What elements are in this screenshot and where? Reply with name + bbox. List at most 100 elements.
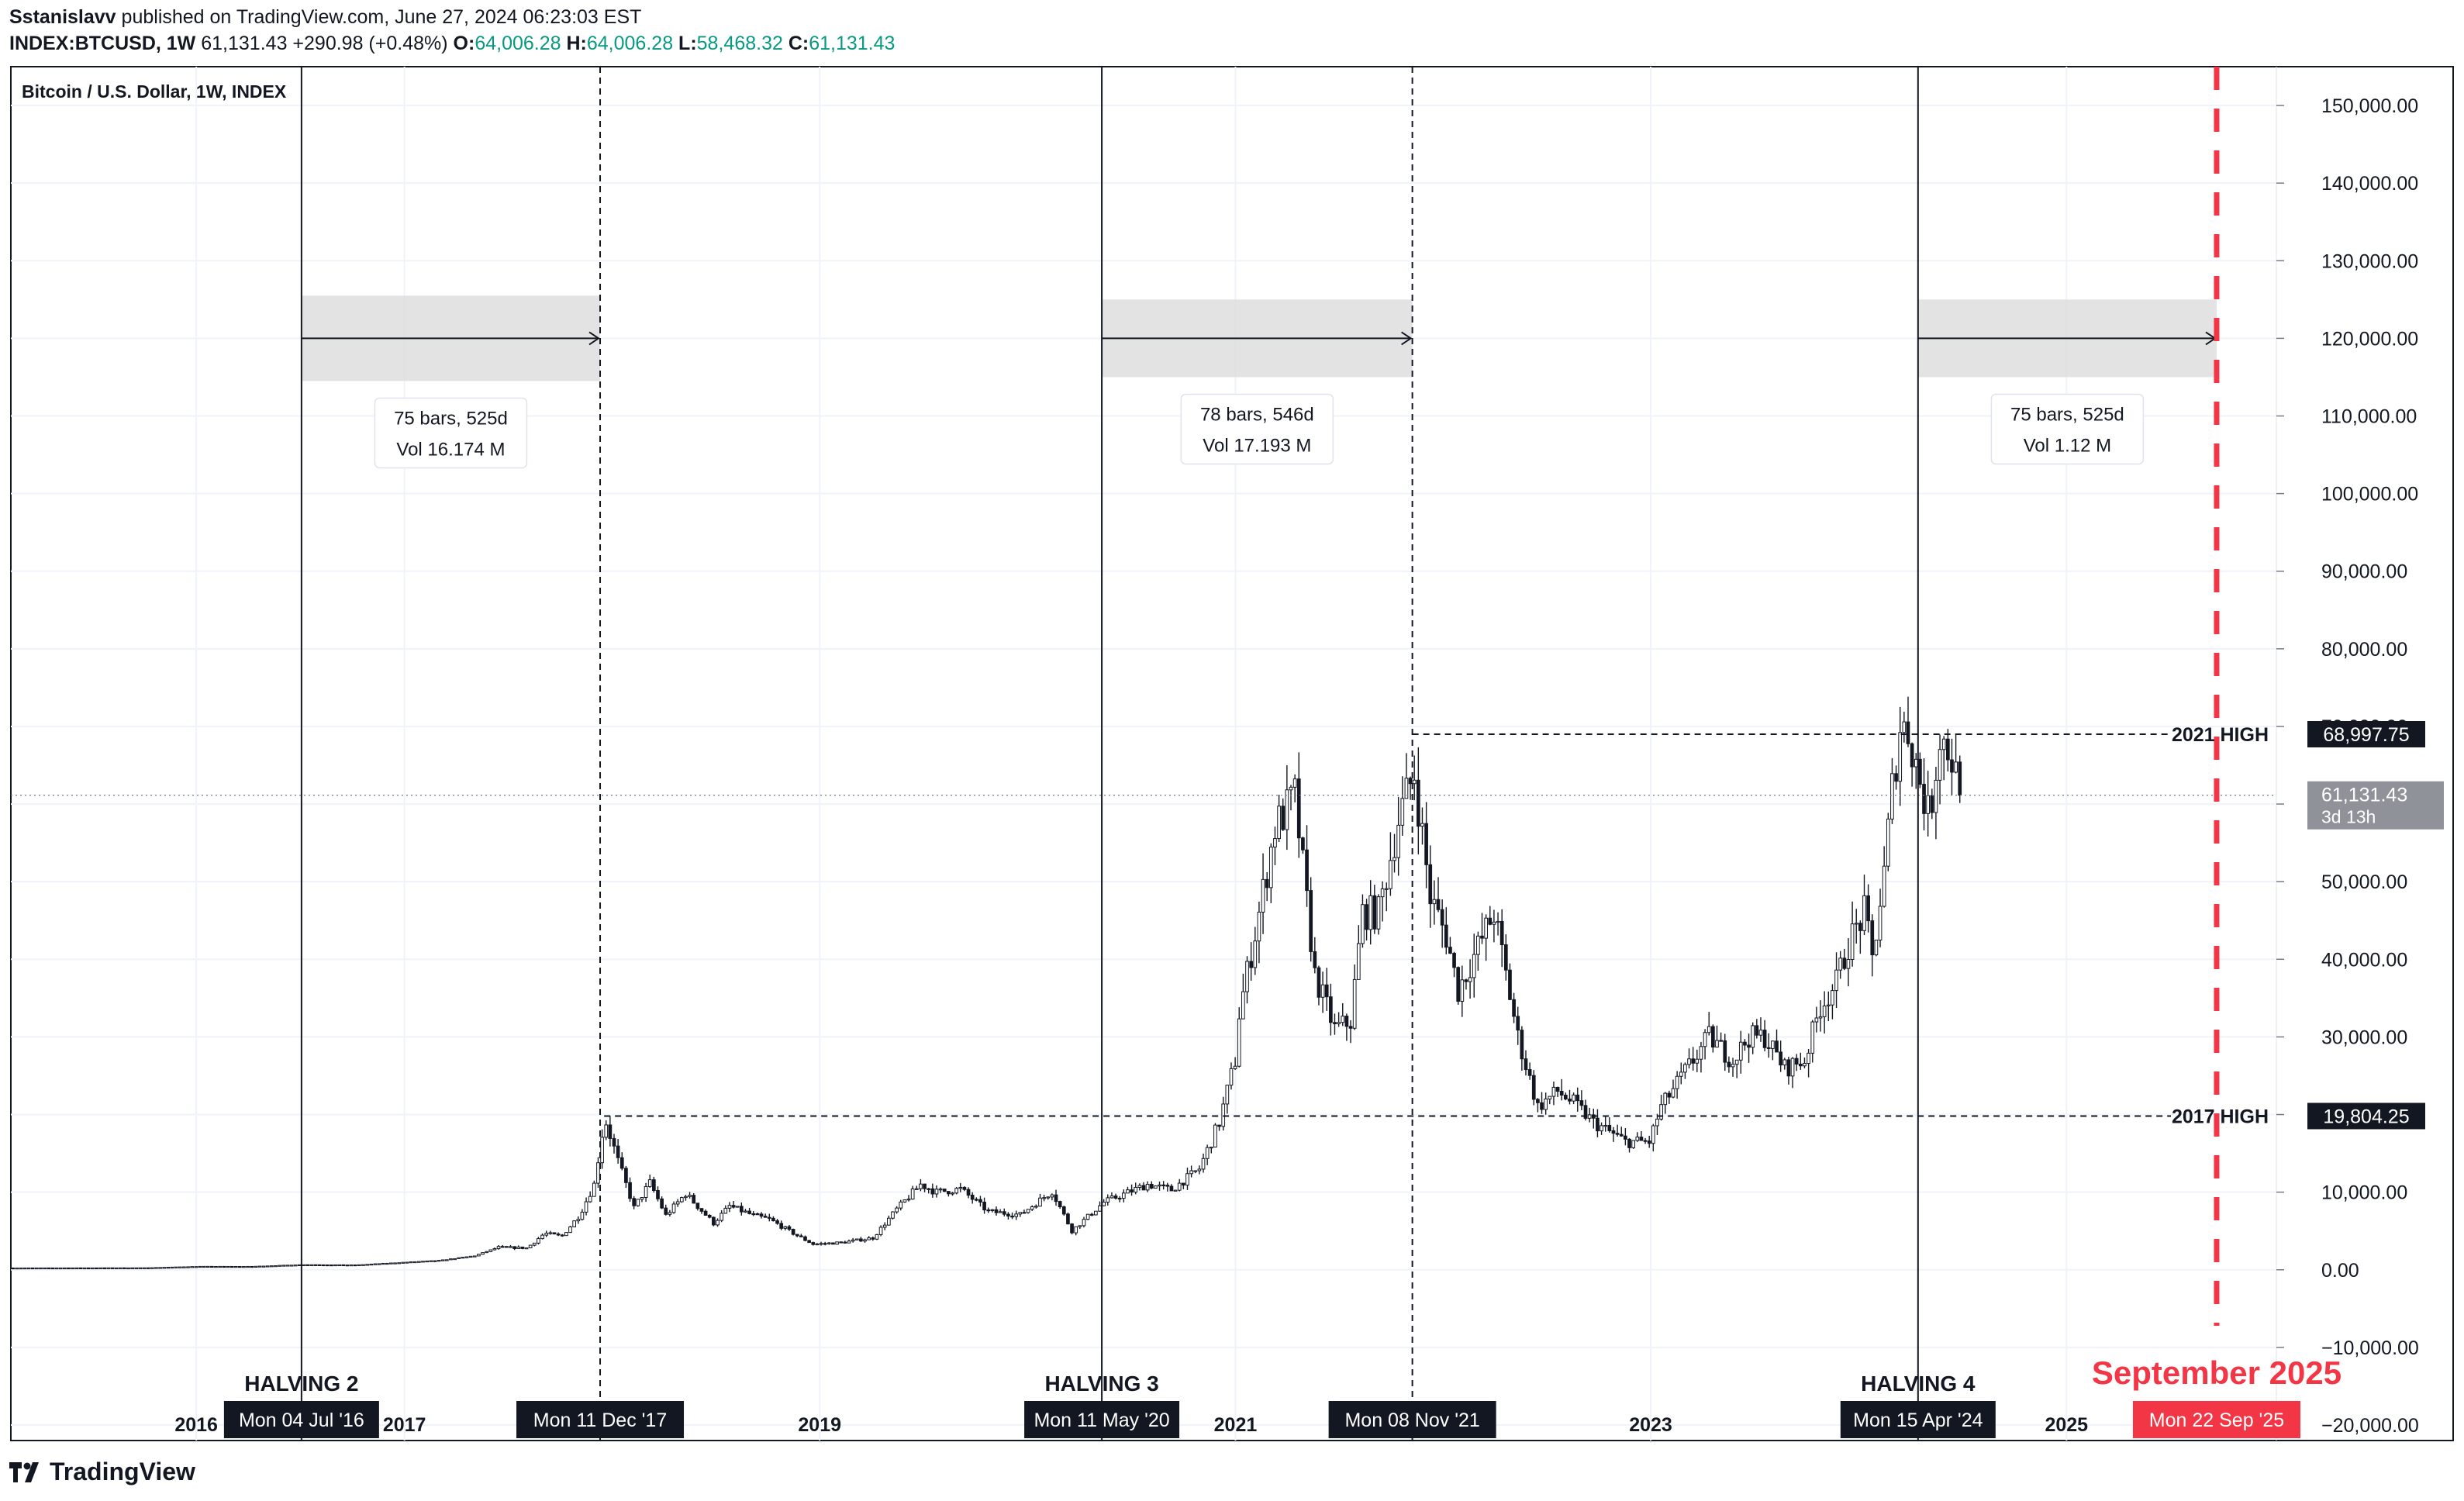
candle-body [1268, 847, 1273, 889]
candle-body [1046, 1196, 1051, 1199]
candle-body [226, 1265, 230, 1268]
candle-body [775, 1220, 779, 1224]
candle-body [596, 1162, 600, 1184]
candle-body [1894, 773, 1898, 782]
level-price-tag [2307, 720, 2425, 747]
price-axis[interactable]: 150,000.00 140,000.00 130,000.00 120,000.00… [2276, 95, 2444, 1437]
candle-body [1054, 1194, 1058, 1203]
candle-body [1361, 904, 1365, 944]
candle-body [1098, 1205, 1102, 1212]
candle-body [1755, 1025, 1759, 1036]
tradingview-logo[interactable]: TradingView [9, 1458, 195, 1486]
time-axis[interactable]: 2016 2017 2019 2021 2023 2025 Mon 04 Jul '16 Mo… [174, 1401, 2300, 1438]
candle-body [1874, 940, 1879, 956]
candle-body [644, 1185, 648, 1199]
candle-body [962, 1186, 967, 1190]
last-price-tag [2307, 781, 2444, 830]
candle-body [1898, 732, 1903, 782]
candle-body [1309, 890, 1313, 952]
price-tick-label: 140,000.00 [2321, 173, 2418, 195]
candle-body [1026, 1209, 1030, 1213]
candle-body [401, 1261, 405, 1264]
candle-body [1723, 1040, 1727, 1063]
candle-body [974, 1199, 978, 1201]
candle-body [1663, 1092, 1668, 1106]
candle-body [1890, 773, 1894, 820]
halving-date-tag [1024, 1401, 1180, 1438]
candle-body [938, 1189, 943, 1191]
candle-body [1376, 896, 1381, 930]
candle-body [895, 1207, 899, 1213]
candle-body [1583, 1105, 1588, 1119]
grid [10, 66, 2454, 1441]
candle-body [492, 1248, 497, 1251]
candle-body [1587, 1114, 1592, 1119]
candle-body [205, 1265, 210, 1268]
candle-body [910, 1188, 915, 1200]
candle-body [250, 1265, 254, 1268]
candle-body [1563, 1094, 1568, 1100]
candle-body [1902, 721, 1907, 733]
cycle-top-date-tag [516, 1401, 685, 1438]
chart-frame [10, 66, 2454, 1441]
candle-body [902, 1199, 907, 1203]
candle-body [472, 1255, 477, 1258]
candle-body [449, 1258, 453, 1261]
projection-date-label: Mon 22 Sep '25 [2149, 1410, 2284, 1431]
candle-body [444, 1259, 449, 1261]
range-info-card [374, 397, 528, 469]
candle-body [1217, 1124, 1221, 1127]
price-tick-label: −10,000.00 [2321, 1337, 2419, 1359]
candle-body [1572, 1094, 1575, 1102]
candle-body [871, 1237, 875, 1240]
candle-body [186, 1266, 190, 1268]
candle-body [1914, 758, 1918, 768]
candle-body [990, 1209, 995, 1211]
candle-body [1058, 1201, 1062, 1208]
candle-body [1289, 786, 1293, 791]
price-tick-label: 30,000.00 [2321, 1027, 2407, 1048]
author-name[interactable]: Sstanislavv [9, 6, 116, 28]
candle-body [1675, 1075, 1679, 1089]
chart-title: Bitcoin / U.S. Dollar, 1W, INDEX [22, 81, 287, 102]
candle-body [1356, 943, 1361, 980]
price-tick-label: 100,000.00 [2321, 484, 2418, 506]
candle-body [882, 1224, 887, 1228]
candle-body [1762, 1030, 1767, 1048]
candle-body [440, 1259, 445, 1261]
level-price-label: 68,997.75 [2323, 724, 2409, 746]
candle-body [1261, 878, 1265, 913]
candle-body [1775, 1040, 1779, 1053]
candle-body [767, 1216, 771, 1219]
change-label: +290.98 (+0.48%) [292, 33, 448, 54]
candle-body [930, 1188, 935, 1195]
candle-body [278, 1265, 281, 1267]
candle-body [1627, 1138, 1631, 1148]
halving-date-label: Mon 04 Jul '16 [239, 1410, 364, 1431]
candle-body [1870, 920, 1875, 956]
candle-body [1551, 1086, 1556, 1097]
candle-body [1313, 951, 1317, 968]
candle-body [1711, 1026, 1715, 1048]
candle-body [1337, 1022, 1341, 1025]
candle-body [779, 1223, 784, 1229]
candle-body [1499, 920, 1504, 946]
candle-body [1807, 1052, 1810, 1065]
candle-body [1679, 1071, 1683, 1077]
candle-body [270, 1265, 274, 1268]
candle-body [1667, 1092, 1672, 1098]
candle-body [1540, 1102, 1544, 1110]
range-volume-label: Vol 16.174 M [396, 439, 505, 460]
candle-body [257, 1265, 262, 1268]
candle-body [1109, 1196, 1114, 1199]
candle-body [1182, 1182, 1185, 1186]
candle-body [712, 1216, 716, 1226]
candle-body [1149, 1183, 1154, 1189]
candle-body [1930, 795, 1934, 813]
time-tick-label: 2017 [383, 1414, 426, 1436]
candle-body [1448, 947, 1452, 954]
candle-body [600, 1137, 604, 1164]
candle-body [1734, 1059, 1739, 1065]
candle-body [1078, 1225, 1082, 1227]
